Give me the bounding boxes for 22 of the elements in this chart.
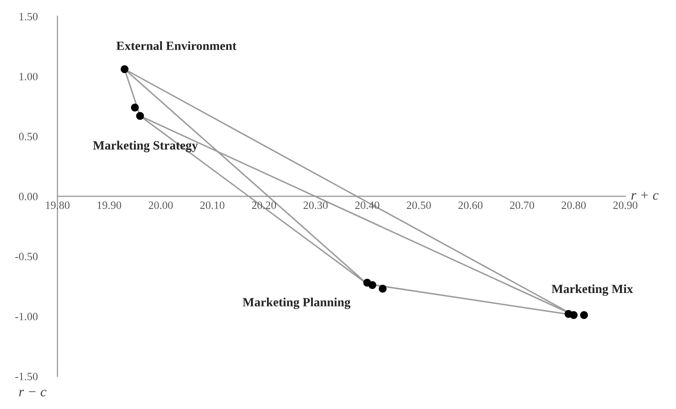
- x-tick-label: 20.10: [200, 202, 224, 210]
- y-tick-label: 0.00: [18, 192, 38, 200]
- annotation: Marketing Strategy: [93, 140, 198, 152]
- x-tick-label: 20.90: [613, 202, 638, 210]
- y-tick-label: -1.00: [15, 312, 38, 320]
- annotation: Marketing Planning: [242, 298, 350, 310]
- y-tick-label: -0.50: [15, 252, 38, 260]
- x-tick-label: 20.30: [304, 202, 328, 210]
- annotation: External Environment: [116, 41, 236, 50]
- y-tick-label: 1.50: [20, 12, 38, 20]
- x-tick-label: 19.90: [98, 202, 122, 210]
- x-tick-label: 20.00: [148, 202, 173, 210]
- y-axis-title: r − c: [19, 390, 46, 396]
- y-tick-label: 1.00: [20, 72, 38, 80]
- x-tick-label: 20.60: [458, 202, 483, 210]
- x-axis-title: r + c: [631, 192, 659, 200]
- x-tick-label: 20.70: [510, 202, 534, 210]
- annotation: Marketing Mix: [552, 284, 633, 296]
- x-tick-label: 20.80: [562, 202, 586, 210]
- y-tick-label: -1.50: [15, 372, 38, 380]
- x-tick-label: 20.50: [406, 202, 431, 210]
- y-tick-label: 0.50: [18, 132, 38, 140]
